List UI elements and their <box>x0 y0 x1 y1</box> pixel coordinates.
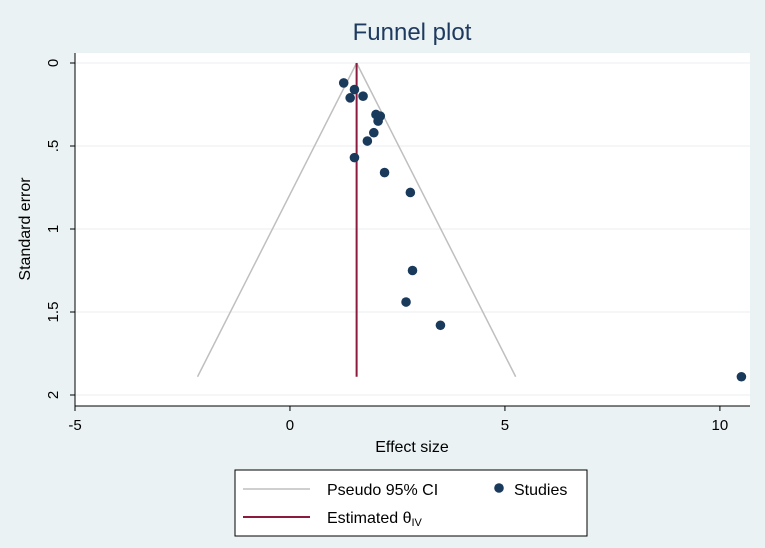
y-tick-label-1: .5 <box>45 140 62 153</box>
y-tick-label-0: 0 <box>45 59 62 67</box>
study-point-13 <box>401 297 411 307</box>
legend-studies-marker <box>494 483 504 493</box>
x-axis-title: Effect size <box>375 439 449 456</box>
study-point-14 <box>435 320 446 331</box>
legend: Pseudo 95% CI Studies Estimated θIV <box>234 469 588 537</box>
study-point-3 <box>358 91 368 101</box>
study-point-1 <box>349 84 360 95</box>
y-tick-label-3: 1.5 <box>45 302 62 323</box>
y-tick-label-2: 1 <box>45 225 62 233</box>
study-point-8 <box>362 136 373 146</box>
study-point-12 <box>407 265 418 276</box>
study-point-9 <box>349 152 360 163</box>
legend-ci-label: Pseudo 95% CI <box>327 482 438 499</box>
study-point-0 <box>338 78 349 88</box>
study-point-10 <box>379 167 390 178</box>
x-axis-ticks: -5 0 5 10 <box>68 406 728 434</box>
legend-estimate-label-main: Estimated θ <box>327 510 412 527</box>
x-tick-label-1: 0 <box>286 417 294 434</box>
chart-title: Funnel plot <box>353 19 472 46</box>
legend-studies-label: Studies <box>514 482 567 499</box>
study-point-2 <box>345 93 355 103</box>
x-tick-label-2: 5 <box>501 417 509 434</box>
study-point-15 <box>736 371 747 382</box>
y-axis-ticks: 0 .5 1 1.5 2 <box>45 59 75 399</box>
ci-line-left <box>196 62 358 378</box>
grid-lines <box>75 62 750 396</box>
study-points <box>338 78 747 382</box>
x-tick-label-3: 10 <box>712 417 729 434</box>
study-point-11 <box>405 187 416 198</box>
study-point-7 <box>369 127 379 138</box>
y-tick-label-4: 2 <box>45 391 62 399</box>
study-point-6 <box>373 116 383 126</box>
x-tick-label-0: -5 <box>68 417 81 434</box>
legend-estimate-label-sub: IV <box>411 517 422 529</box>
legend-box <box>234 469 588 537</box>
y-axis-title: Standard error <box>17 177 34 281</box>
legend-estimate-label: Estimated θIV <box>327 510 423 529</box>
